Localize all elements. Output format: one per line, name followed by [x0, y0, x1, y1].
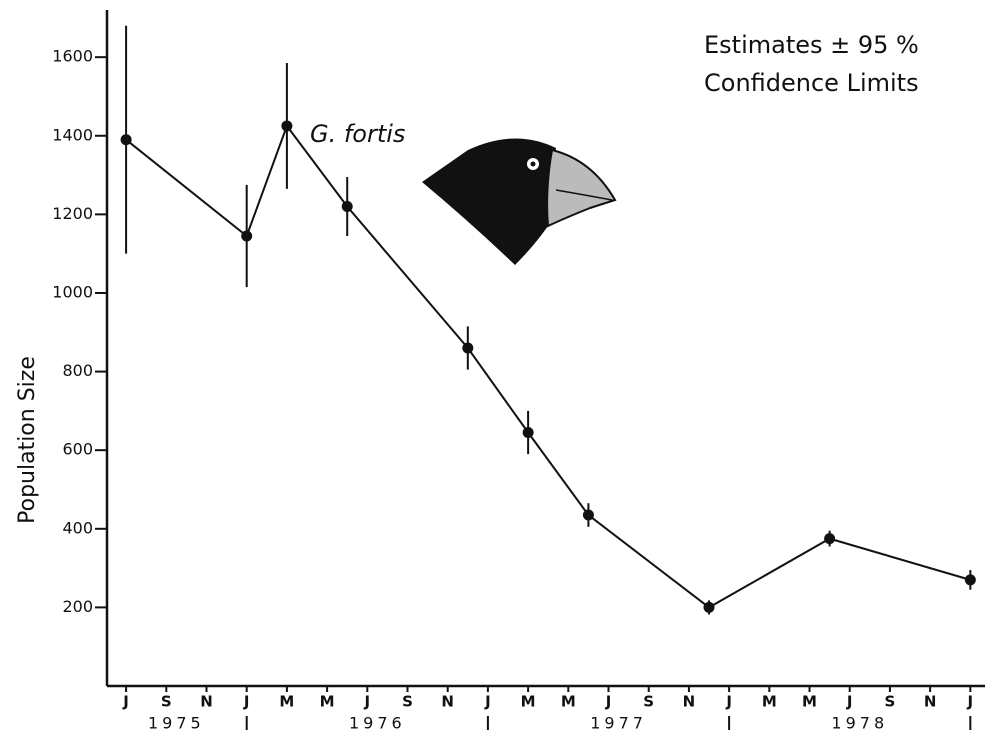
- x-tick-label: N: [200, 693, 213, 711]
- x-tick-label: S: [402, 693, 413, 711]
- y-tick-label: 800: [62, 361, 93, 380]
- x-tick-label: M: [279, 693, 294, 711]
- x-tick-label: M: [561, 693, 576, 711]
- x-tick-label: N: [441, 693, 454, 711]
- x-tick-label: N: [683, 693, 696, 711]
- x-tick-label: M: [802, 693, 817, 711]
- x-tick-label: J: [122, 693, 129, 711]
- y-tick-label: 1200: [52, 204, 93, 223]
- x-tick-label: J: [725, 693, 732, 711]
- x-tick-label: N: [924, 693, 937, 711]
- data-point: [462, 343, 473, 354]
- y-tick-label: 400: [62, 518, 93, 537]
- y-tick-label: 1600: [52, 47, 93, 66]
- x-tick-label: J: [605, 693, 612, 711]
- data-point: [704, 602, 715, 613]
- x-tick-label: J: [243, 693, 250, 711]
- x-tick-label: S: [885, 693, 896, 711]
- data-point: [523, 427, 534, 438]
- species-label: G. fortis: [310, 120, 405, 148]
- data-point: [241, 230, 252, 241]
- year-label: 1977: [590, 714, 647, 733]
- x-tick-label: M: [762, 693, 777, 711]
- chart: G. fortis Estimates ± 95 % Confidence Li…: [0, 0, 985, 734]
- year-label: 1976: [349, 714, 406, 733]
- x-tick-label: J: [967, 693, 974, 711]
- year-label: 1978: [831, 714, 888, 733]
- data-point: [824, 533, 835, 544]
- x-tick-label: S: [643, 693, 654, 711]
- data-point: [281, 120, 292, 131]
- y-tick-label: 600: [62, 440, 93, 459]
- y-axis-label: Population Size: [15, 356, 40, 524]
- x-tick-label: J: [484, 693, 491, 711]
- x-tick-label: S: [161, 693, 172, 711]
- x-tick-label: J: [364, 693, 371, 711]
- y-tick-label: 200: [62, 597, 93, 616]
- y-tick-label: 1400: [52, 125, 93, 144]
- data-point: [965, 574, 976, 585]
- x-tick-label: J: [846, 693, 853, 711]
- x-tick-label: M: [521, 693, 536, 711]
- finch-head: [422, 138, 615, 265]
- data-point: [583, 510, 594, 521]
- year-label: 1975: [148, 714, 205, 733]
- annotation: Confidence Limits: [704, 69, 919, 97]
- data-point: [121, 134, 132, 145]
- data-point: [342, 201, 353, 212]
- x-tick-label: M: [320, 693, 335, 711]
- annotation: Estimates ± 95 %: [704, 31, 919, 59]
- y-tick-label: 1000: [52, 282, 93, 301]
